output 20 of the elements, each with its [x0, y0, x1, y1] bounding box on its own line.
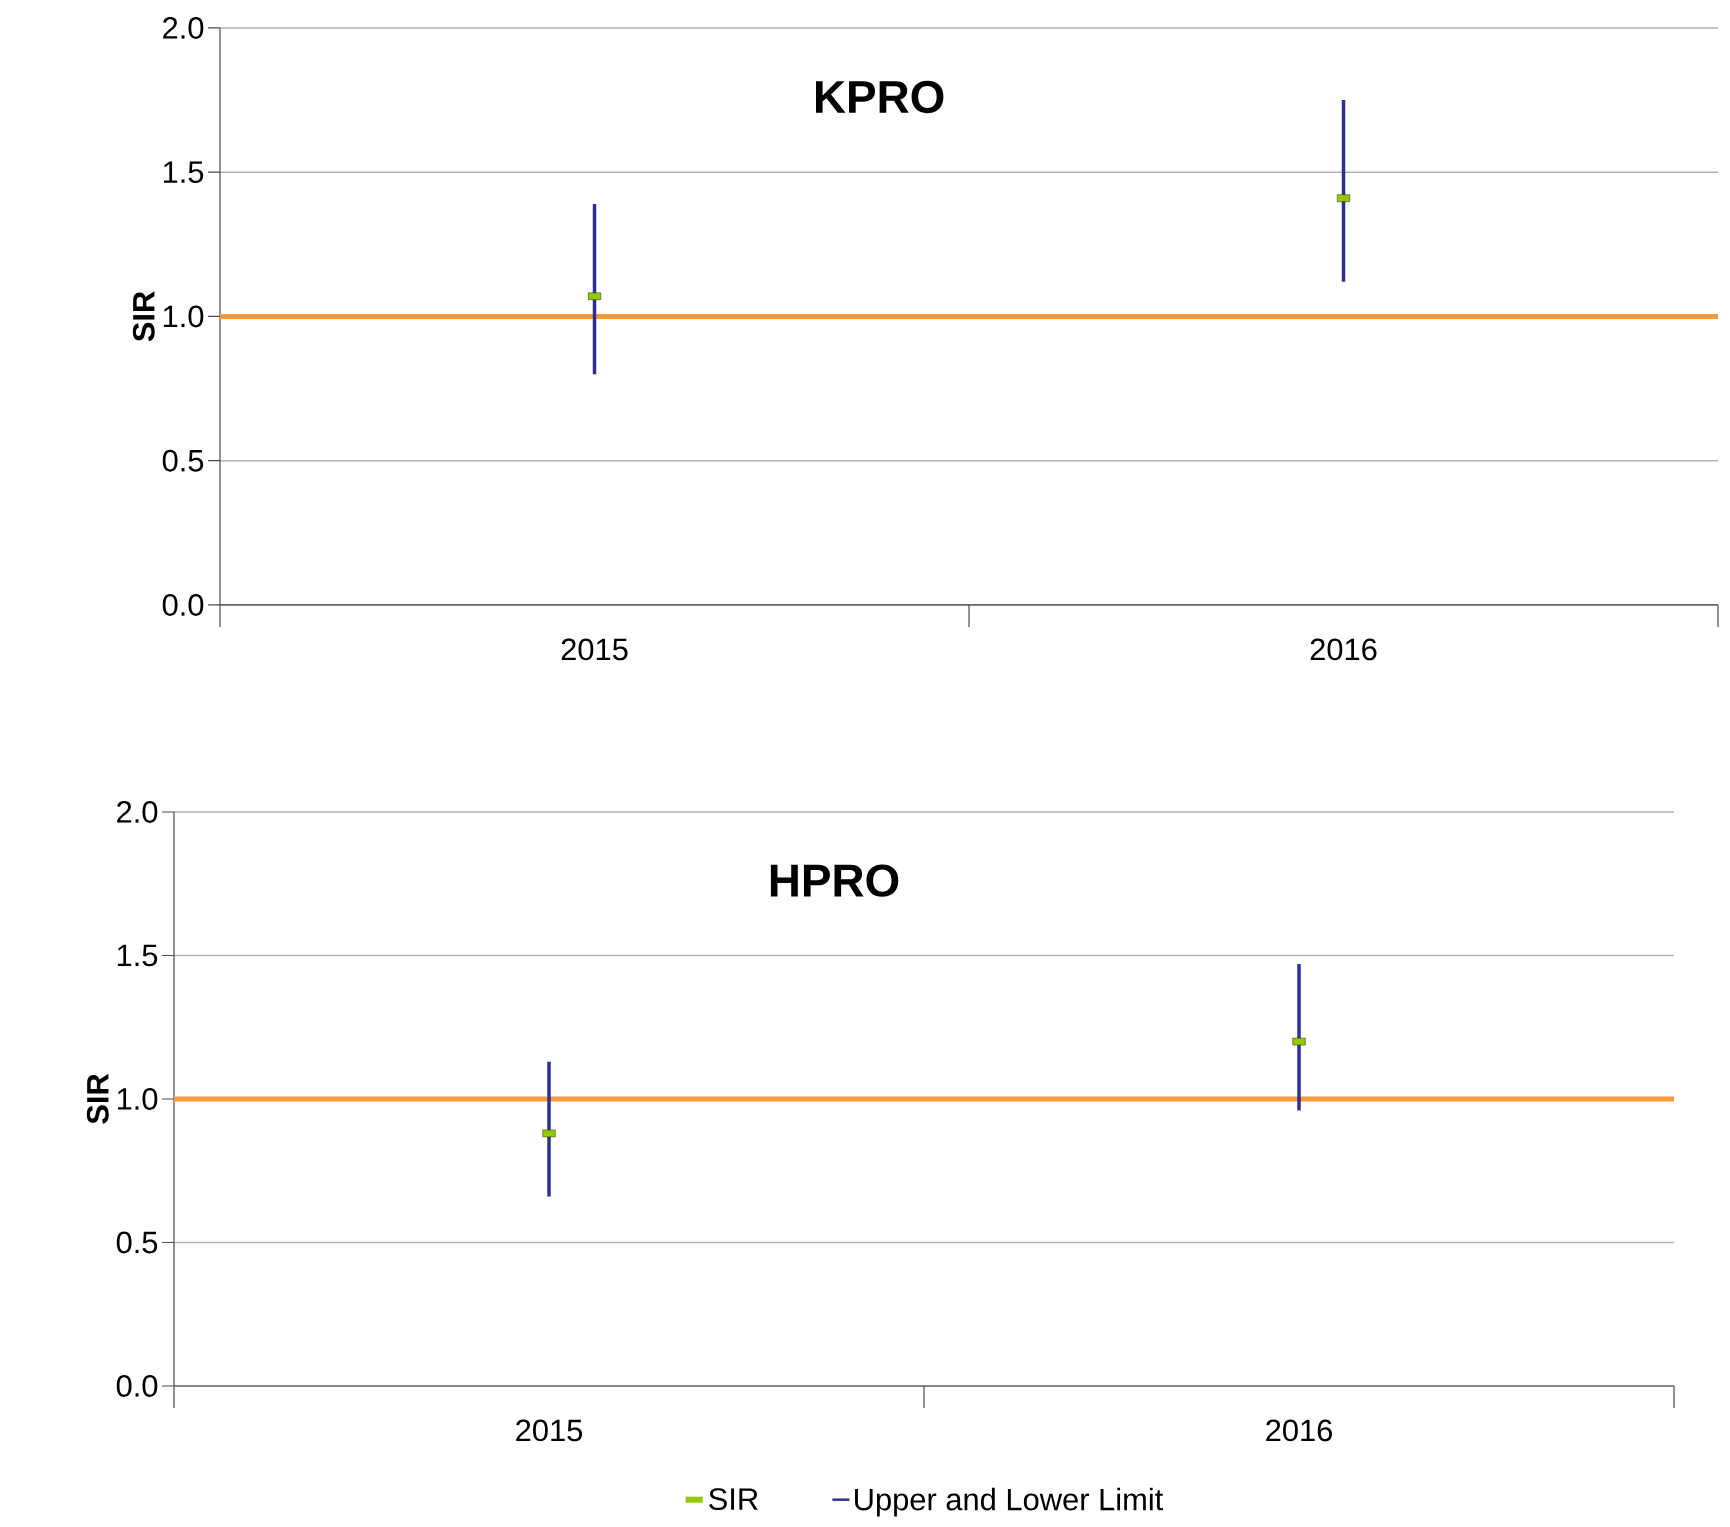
- y-axis-title: SIR: [86, 1073, 109, 1124]
- y-tick-label: 0.0: [162, 594, 204, 616]
- legend-label: Upper and Lower Limit: [855, 1487, 1164, 1517]
- legend-label: SIR: [709, 1488, 758, 1511]
- x-tick-label: 2016: [1310, 638, 1377, 661]
- x-tick-label: 2016: [1266, 1419, 1333, 1442]
- y-tick-label: 1.0: [163, 305, 204, 328]
- y-tick-label: 0.0: [116, 1375, 158, 1397]
- y-tick-label: 0.5: [116, 1231, 158, 1254]
- text: HPRO: [770, 864, 899, 897]
- y-tick-label: 0.5: [162, 449, 204, 472]
- y-tick-label: 1.0: [117, 1088, 158, 1110]
- y-tick-label: 1.5: [163, 161, 204, 183]
- y-tick-label: 1.5: [117, 944, 158, 967]
- x-tick-label: 2015: [516, 1419, 583, 1442]
- x-tick-label: 2015: [561, 638, 628, 661]
- y-tick-label: 2.0: [163, 17, 204, 39]
- y-tick-label: 2.0: [117, 801, 158, 823]
- text: KPRO: [816, 80, 944, 114]
- y-axis-title: SIR: [132, 291, 155, 342]
